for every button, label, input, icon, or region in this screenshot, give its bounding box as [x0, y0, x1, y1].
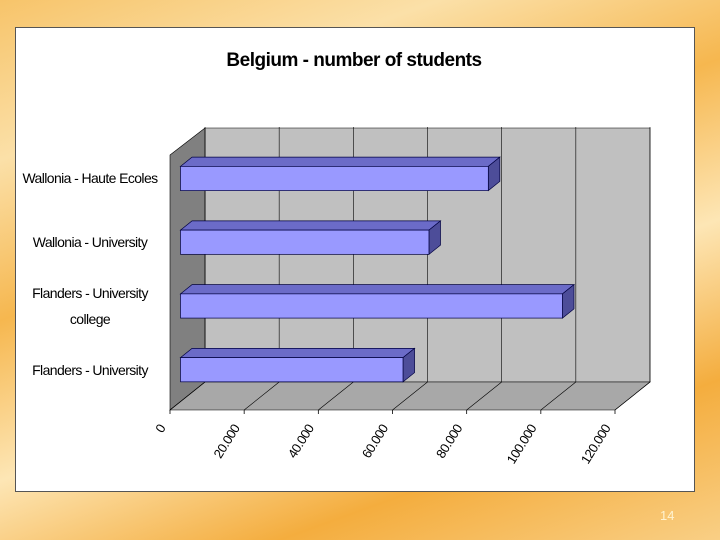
x-tick-label: 20.000 — [211, 421, 243, 460]
floor-grid-line — [392, 381, 428, 411]
bar — [180, 293, 563, 319]
x-tick-label: 60.000 — [359, 421, 391, 460]
bar — [180, 229, 430, 255]
floor-grid-line — [169, 381, 206, 411]
bar — [180, 166, 489, 191]
y-tick-label: Wallonia - University — [32, 234, 148, 251]
floor-grid-line — [318, 381, 354, 411]
x-tick-label: 40.000 — [285, 421, 317, 460]
x-tick-label: 120.000 — [578, 421, 614, 466]
floor-grid-line — [243, 381, 280, 411]
bar-top — [179, 284, 576, 295]
bar-top — [179, 156, 501, 167]
x-tick-label: 80.000 — [433, 421, 465, 460]
bar-top — [179, 220, 442, 231]
page-number: 14 — [660, 508, 675, 523]
x-tick-label: 0 — [152, 421, 168, 435]
chart-title: Belgium - number of students — [226, 50, 481, 71]
floor-grid-line — [540, 381, 577, 411]
bar — [180, 357, 404, 383]
floor-grid-line — [466, 381, 502, 411]
x-tick-label: 100.000 — [504, 421, 540, 466]
y-tick-label: Wallonia - Haute Ecoles — [22, 170, 158, 187]
y-tick-label: Flanders - University college — [32, 284, 148, 327]
floor-grid-line — [614, 381, 651, 411]
y-tick-label: Flanders - University — [32, 361, 148, 378]
bar-top — [179, 348, 416, 358]
